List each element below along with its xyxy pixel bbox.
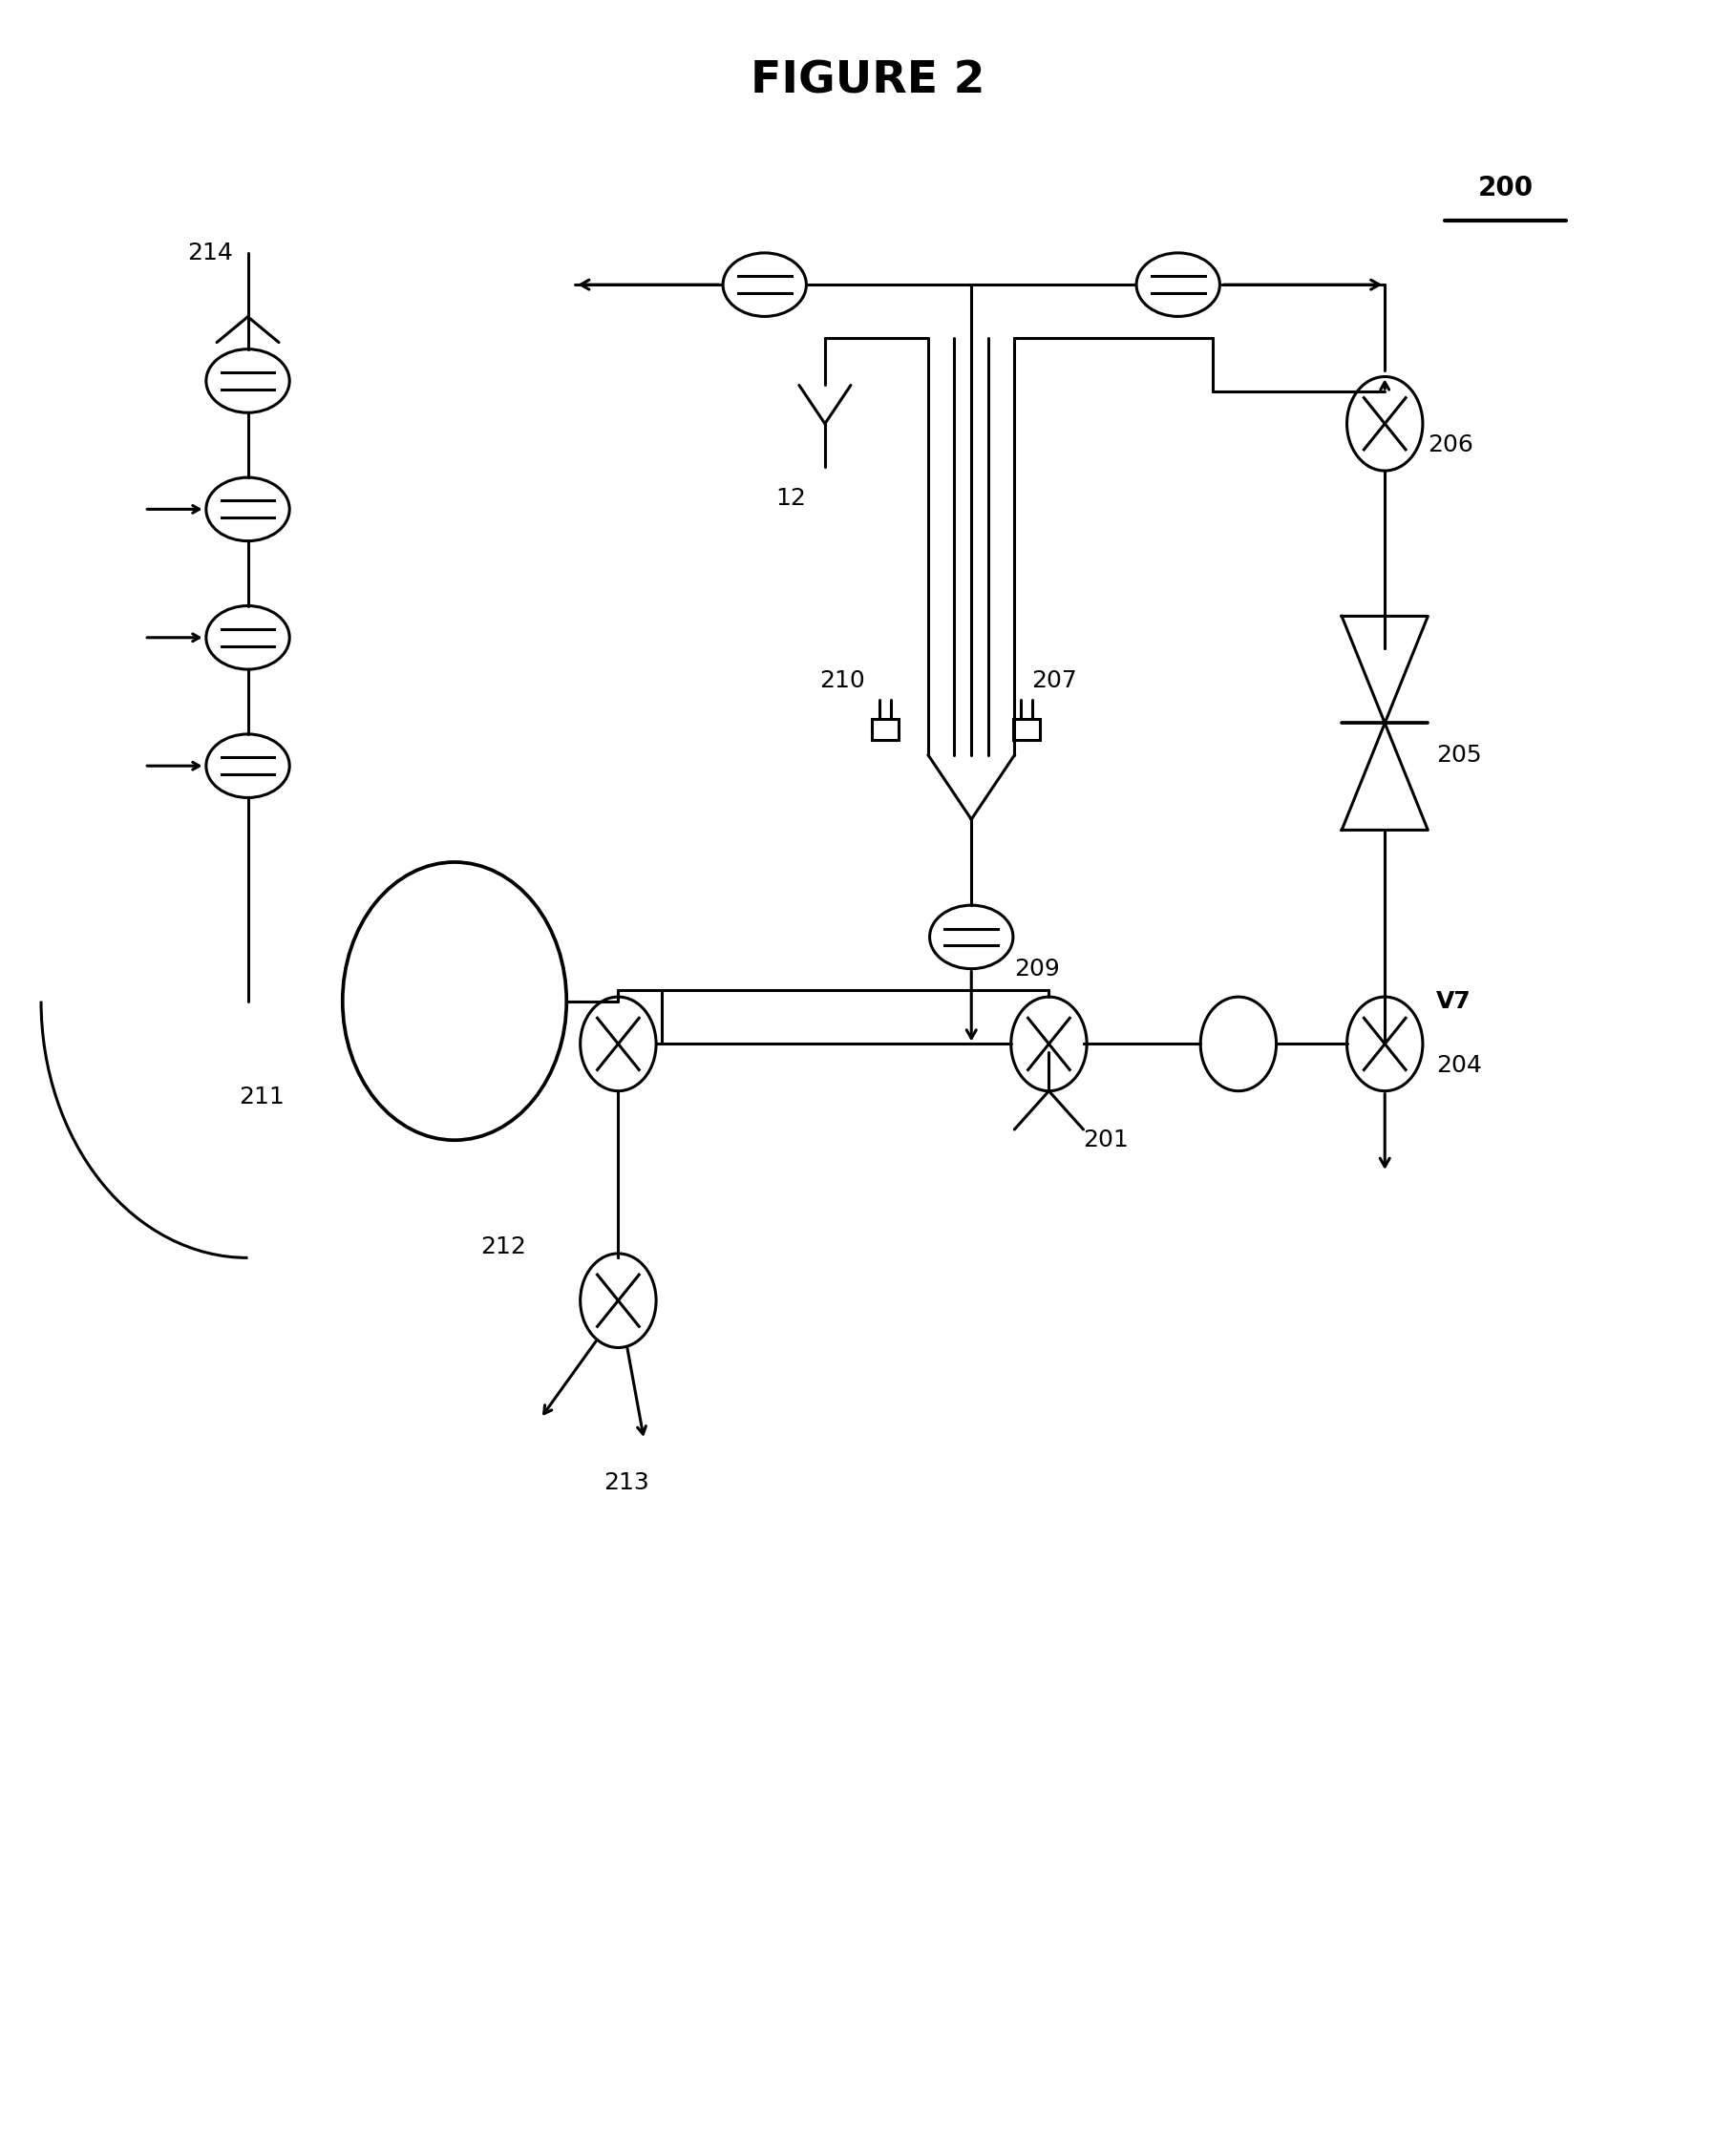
Bar — [1012, 719, 1040, 740]
Text: 209: 209 — [1014, 958, 1061, 981]
Text: 213: 213 — [604, 1472, 649, 1493]
Bar — [871, 719, 899, 740]
Text: 207: 207 — [1031, 669, 1078, 691]
Text: 210: 210 — [819, 669, 865, 691]
Text: V7: V7 — [1436, 990, 1472, 1014]
Text: 206: 206 — [1429, 433, 1474, 456]
Text: 12: 12 — [776, 486, 806, 510]
Text: FIGURE 2: FIGURE 2 — [750, 60, 986, 103]
Text: 201: 201 — [1083, 1128, 1128, 1151]
Text: 211: 211 — [240, 1087, 285, 1108]
Text: 212: 212 — [481, 1235, 526, 1259]
Text: 204: 204 — [1436, 1054, 1483, 1076]
Text: 214: 214 — [187, 241, 233, 265]
Text: 200: 200 — [1477, 174, 1533, 202]
Text: 205: 205 — [1436, 745, 1483, 766]
